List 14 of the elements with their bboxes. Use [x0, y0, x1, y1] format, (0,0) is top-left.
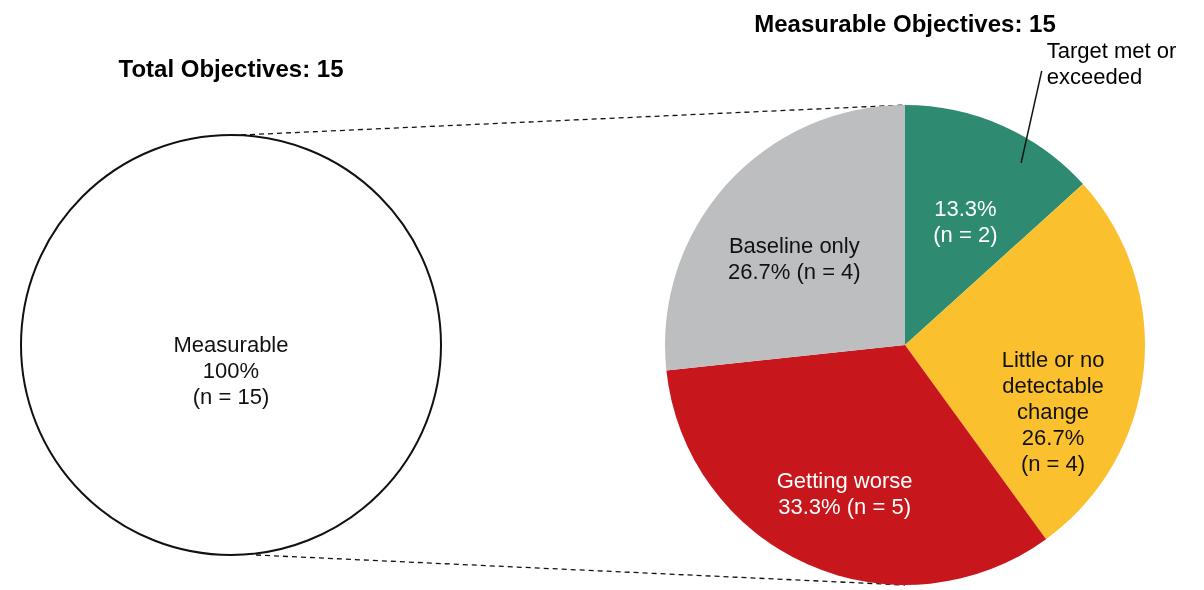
pie-slice [665, 105, 905, 371]
data-label: 33.3% (n = 5) [778, 494, 911, 519]
pie-slice [905, 105, 1084, 345]
chart-title: Total Objectives: 15 [118, 55, 344, 82]
data-label: 26.7% (n = 4) [1020, 425, 1086, 477]
data-label: 13.3% (n = 2) [933, 196, 998, 247]
slice-label: Little or no detectable change [1001, 347, 1105, 425]
slice-label: Target met or exceeded [1046, 37, 1177, 89]
data-label: 26.7% (n = 4) [727, 258, 861, 284]
chart-title: Measurable Objectives: 15 [754, 10, 1056, 37]
slice-label: Measurable [173, 332, 289, 357]
slice-label: Baseline only [728, 232, 860, 258]
data-label: 100% (n = 15) [192, 358, 270, 409]
slice-label: Getting worse [776, 468, 913, 493]
